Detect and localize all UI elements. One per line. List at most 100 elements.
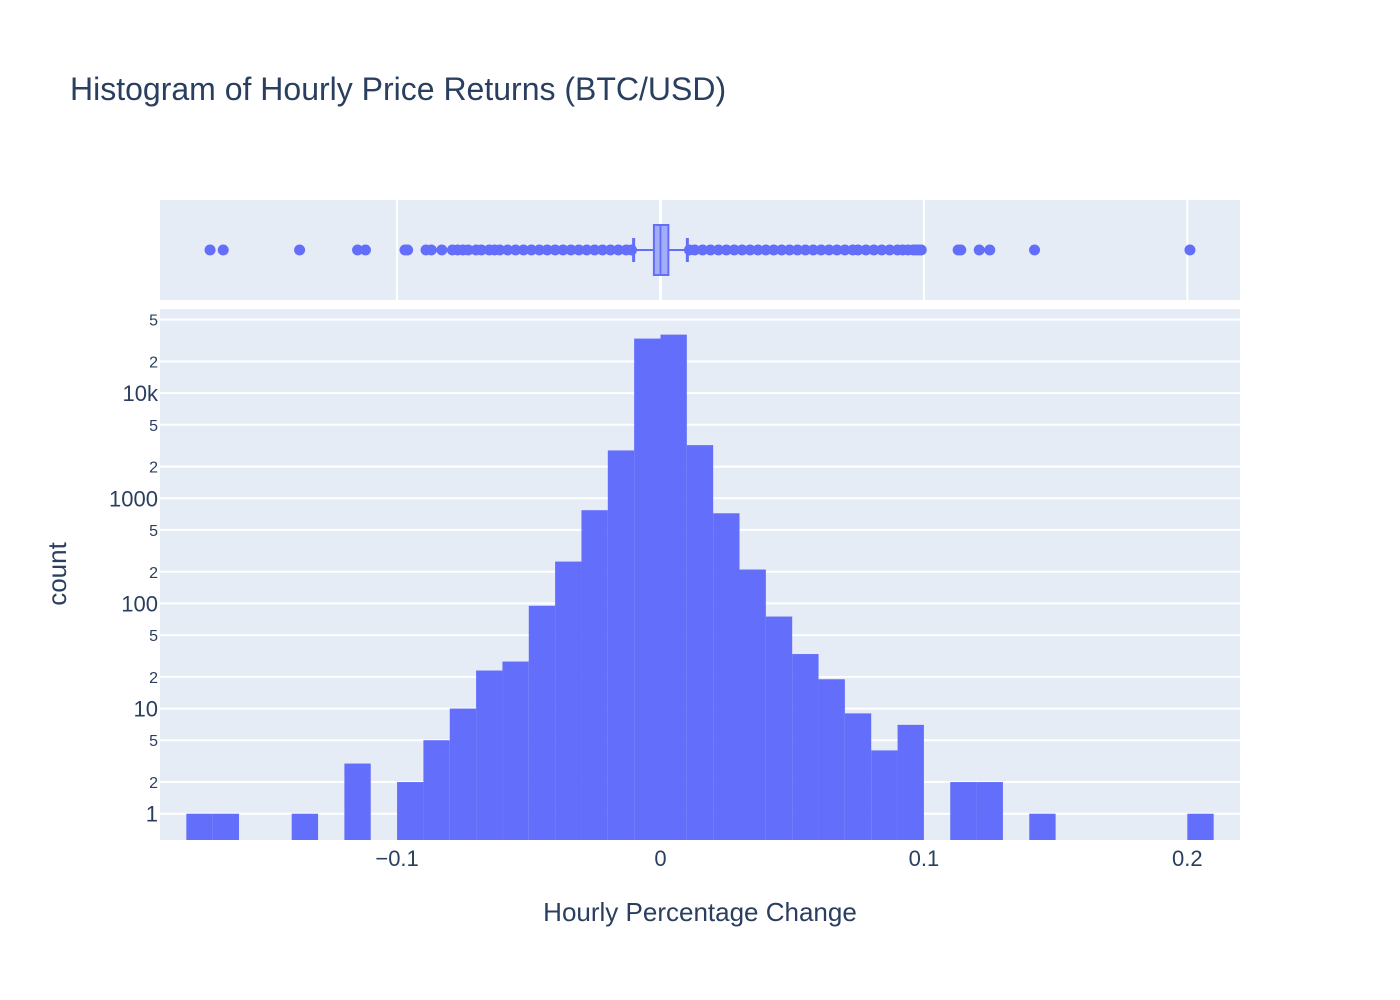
box-outlier-point: [581, 244, 593, 256]
box-outlier-point: [612, 244, 624, 256]
y-minor-tick-label: 2: [149, 354, 158, 371]
histogram-bar: [634, 338, 661, 840]
box-outlier-point: [860, 244, 872, 256]
box-outlier-point: [541, 244, 553, 256]
box-outlier-point: [955, 244, 967, 256]
x-axis-label: Hourly Percentage Change: [543, 897, 857, 927]
box-outlier-point: [768, 244, 780, 256]
box-outlier-point: [973, 244, 985, 256]
box-outlier-point: [776, 244, 788, 256]
histogram-bar: [713, 513, 740, 840]
box-outlier-point: [549, 244, 561, 256]
x-tick-label: 0: [654, 846, 666, 871]
y-minor-tick-label: 2: [149, 670, 158, 687]
histogram-bar: [660, 334, 687, 840]
box-outlier-point: [736, 244, 748, 256]
box-outlier-point: [436, 244, 448, 256]
box-outlier-point: [533, 244, 545, 256]
x-axis-ticks: −0.1 0 0.1 0.2: [375, 846, 1202, 871]
box-outlier-point: [217, 244, 229, 256]
histogram-bar: [976, 782, 1003, 840]
histogram-bar: [765, 616, 793, 840]
histogram-panel: 1 10 100 1000 10k 2 5 2 5 2 5 2 5 2 5 −0.1 0 0.1 0.2: [109, 309, 1240, 871]
box-outlier-point: [784, 244, 796, 256]
box-outlier-point: [728, 244, 740, 256]
box-outlier-point: [518, 244, 530, 256]
box-outlier-point: [494, 244, 506, 256]
box-outlier-point: [565, 244, 577, 256]
histogram-bar: [897, 724, 924, 840]
y-tick-label: 100: [121, 591, 158, 616]
histogram-bar: [581, 510, 608, 840]
box-outlier-point: [525, 244, 537, 256]
box-outlier-point: [425, 244, 437, 256]
box-outlier-point: [884, 244, 896, 256]
histogram-bar: [818, 679, 845, 840]
box-outlier-point: [1029, 244, 1041, 256]
box-outlier-point: [791, 244, 803, 256]
x-tick-label: 0.1: [909, 846, 940, 871]
y-minor-tick-label: 2: [149, 460, 158, 477]
histogram-bar: [950, 782, 977, 840]
histogram-bar: [423, 740, 450, 840]
box-outlier-point: [852, 244, 864, 256]
histogram-bar: [607, 450, 635, 840]
y-minor-tick-label: 5: [149, 523, 158, 540]
histogram-bar: [686, 445, 714, 840]
box-outlier-point: [760, 244, 772, 256]
histogram-bar: [739, 569, 766, 840]
box-outlier-point: [402, 244, 414, 256]
box-outlier-point: [502, 244, 514, 256]
box-outlier-point: [462, 244, 474, 256]
box-outlier-point: [744, 244, 756, 256]
histogram-bar: [555, 561, 582, 840]
box-outlier-point: [294, 244, 306, 256]
y-minor-tick-label: 2: [149, 565, 158, 582]
histogram-bar: [397, 782, 424, 840]
box-outlier-point: [573, 244, 585, 256]
x-tick-label: 0.2: [1172, 846, 1203, 871]
histogram-bar: [344, 763, 371, 840]
y-tick-label: 1000: [109, 486, 158, 511]
box-outlier-point: [868, 244, 880, 256]
box-outlier-point: [799, 244, 811, 256]
box-outlier-point: [510, 244, 522, 256]
box-outlier-point: [807, 244, 819, 256]
box-outlier-point: [752, 244, 764, 256]
x-tick-label: −0.1: [375, 846, 418, 871]
box-outlier-point: [1184, 244, 1196, 256]
box-outlier-point: [604, 244, 616, 256]
histogram-bar: [871, 750, 898, 840]
box-outlier-point: [705, 244, 717, 256]
box-outlier-point: [712, 244, 724, 256]
y-tick-label: 10: [134, 697, 158, 722]
box-outlier-point: [352, 244, 364, 256]
histogram-bar: [1029, 813, 1056, 840]
y-minor-tick-label: 2: [149, 775, 158, 792]
histogram-bar: [1187, 813, 1214, 840]
box-plot-marks: [204, 224, 1196, 276]
histogram-bar: [792, 654, 819, 840]
histogram-bar: [502, 661, 529, 840]
box-outlier-point: [697, 244, 709, 256]
box-outlier-point: [984, 244, 996, 256]
box-outlier-point: [589, 244, 601, 256]
marginal-box-plot: [160, 200, 1240, 300]
box-outlier-point: [876, 244, 888, 256]
y-minor-tick-label: 5: [149, 733, 158, 750]
y-minor-tick-label: 5: [149, 418, 158, 435]
box-outlier-point: [359, 244, 371, 256]
box-outlier-point: [626, 244, 638, 256]
box-outlier-point: [597, 244, 609, 256]
histogram-bar: [291, 813, 319, 840]
y-minor-tick-label: 5: [149, 313, 158, 330]
histogram-bar: [449, 708, 477, 840]
histogram-bar: [212, 813, 240, 840]
histogram-bars: [186, 334, 1214, 840]
box-outlier-point: [839, 244, 851, 256]
y-tick-label: 10k: [123, 381, 159, 406]
histogram-bar: [186, 813, 213, 840]
box-outlier-point: [557, 244, 569, 256]
